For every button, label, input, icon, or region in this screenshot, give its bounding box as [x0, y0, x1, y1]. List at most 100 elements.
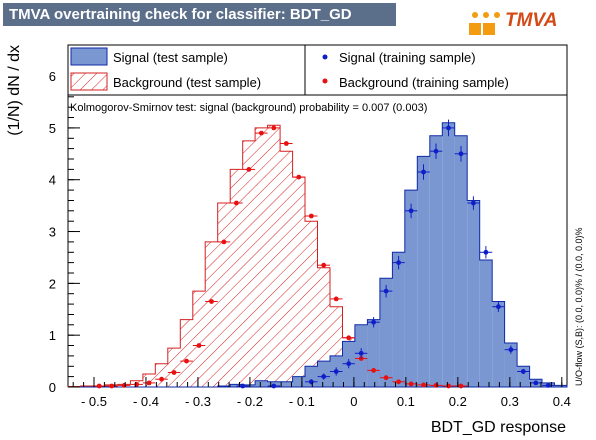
signal-test-bar — [429, 135, 443, 387]
background-test-bar — [292, 177, 306, 387]
background-training-point — [109, 383, 115, 389]
background-training-point — [246, 167, 252, 172]
background-training-point — [321, 262, 327, 268]
x-tick-label: 0 — [350, 394, 357, 409]
window-title: TMVA overtraining check for classifier: … — [3, 3, 396, 26]
signal-test-bar — [392, 252, 405, 387]
signal-training-point — [358, 350, 364, 356]
background-training-points — [93, 125, 468, 389]
signal-training-point — [433, 148, 439, 154]
signal-test-bar — [379, 278, 393, 387]
signal-test-bar — [492, 301, 505, 387]
signal-training-point — [520, 369, 526, 374]
ks-test-text: Kolmogorov-Smirnov test: signal (backgro… — [70, 102, 427, 114]
tmva-logo — [466, 10, 586, 38]
background-training-point — [421, 382, 426, 388]
legend: Signal (test sample) Background (test sa… — [67, 44, 568, 96]
signal-training-point — [533, 380, 539, 386]
background-training-point — [333, 296, 339, 302]
y-tick-label: 2 — [49, 276, 56, 291]
background-training-point — [346, 335, 352, 341]
background-training-point — [146, 380, 152, 386]
background-test-bar — [217, 203, 231, 387]
signal-test-bar — [280, 381, 293, 387]
legend-background-train-marker — [322, 78, 328, 84]
background-training-point — [446, 383, 451, 389]
background-training-point — [209, 299, 214, 304]
background-training-point — [196, 343, 202, 348]
signal-training-points — [236, 119, 555, 389]
background-test-histogram — [67, 124, 567, 388]
signal-training-point — [371, 319, 376, 325]
background-test-bar — [242, 140, 256, 387]
x-axis: - 0.5 - 0.4 - 0.3 - 0.2 - 0.1 0 0.1 0.2 0.3 0.4 — [72, 377, 571, 409]
signal-training-point — [483, 249, 489, 255]
background-training-point — [259, 130, 264, 136]
background-training-point — [134, 382, 140, 387]
signal-test-bar — [417, 156, 430, 387]
signal-training-point — [545, 383, 551, 388]
signal-test-bar — [554, 385, 567, 387]
y-tick-label: 4 — [49, 173, 56, 188]
background-training-point — [121, 383, 127, 388]
signal-test-bar — [404, 190, 418, 387]
background-test-bar — [267, 125, 281, 388]
x-tick-label: 0.3 — [501, 394, 519, 409]
signal-training-point — [471, 200, 476, 206]
background-training-point — [296, 174, 302, 180]
signal-training-point — [346, 361, 352, 367]
background-training-point — [396, 379, 401, 385]
y-axis-label: (1/N) dN / dx — [6, 45, 23, 136]
background-training-point — [221, 239, 227, 245]
signal-training-point — [496, 304, 501, 310]
signal-training-point — [458, 151, 464, 157]
x-tick-label: - 0.5 — [81, 394, 107, 409]
signal-training-point — [321, 374, 327, 379]
background-test-bar — [230, 169, 243, 387]
signal-test-bar — [292, 376, 306, 387]
x-axis-label: BDT_GD response — [431, 419, 566, 436]
legend-background-test-swatch — [70, 72, 108, 91]
background-training-point — [159, 376, 165, 382]
legend-background-test-label: Background (test sample) — [113, 75, 261, 90]
y-tick-label: 3 — [49, 225, 56, 240]
signal-test-bar — [242, 384, 256, 387]
signal-test-bar — [255, 380, 268, 387]
background-test-bar — [192, 291, 206, 387]
background-training-point — [308, 213, 314, 219]
x-tick-label: - 0.4 — [133, 394, 159, 409]
signal-training-point — [396, 260, 401, 265]
background-test-bar — [280, 151, 293, 387]
background-training-point — [184, 358, 189, 364]
signal-training-point — [271, 383, 277, 389]
x-tick-label: - 0.1 — [289, 394, 315, 409]
signal-test-bar — [442, 122, 455, 387]
signal-training-point — [240, 383, 246, 389]
signal-training-point — [421, 169, 426, 175]
signal-test-histogram — [68, 122, 568, 388]
x-tick-label: 0.1 — [397, 394, 415, 409]
background-training-point — [458, 383, 464, 389]
background-test-bar — [180, 319, 193, 387]
background-test-bar — [155, 363, 168, 387]
signal-training-point — [308, 379, 314, 385]
background-test-bar — [305, 221, 318, 387]
tmva-logo-icon — [469, 12, 500, 35]
y-tick-label: 0 — [49, 380, 56, 395]
signal-training-point — [408, 208, 414, 214]
overflow-text: U/O-flow (S,B): (0.0, 0.0)% / (0.0, 0.0)… — [574, 227, 584, 386]
legend-signal-train-label: Signal (training sample) — [339, 50, 476, 65]
x-tick-label: - 0.3 — [185, 394, 211, 409]
background-training-point — [433, 383, 439, 388]
signal-training-point — [446, 125, 451, 131]
background-training-point — [96, 383, 102, 389]
signal-test-bar — [454, 135, 468, 387]
signal-training-point — [333, 369, 339, 374]
background-training-point — [271, 125, 277, 131]
y-tick-label: 6 — [49, 69, 56, 84]
tmva-logo-text: TMVA — [505, 10, 558, 31]
background-training-point — [234, 200, 239, 206]
legend-signal-test-label: Signal (test sample) — [113, 50, 228, 65]
legend-signal-test-swatch — [70, 47, 108, 66]
